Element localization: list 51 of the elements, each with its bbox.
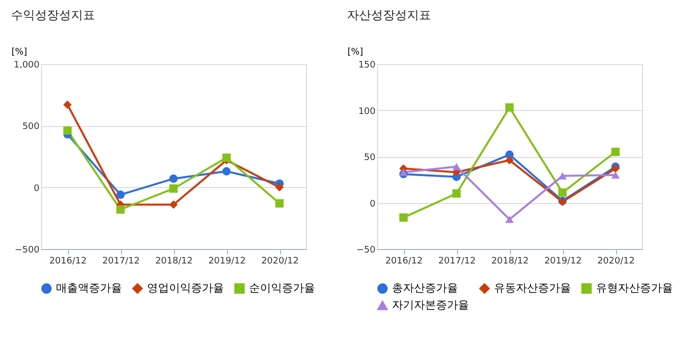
point <box>169 174 178 183</box>
y-tick-label: 100 <box>358 106 376 117</box>
x-tick-label: 2016/12 <box>385 256 423 266</box>
legend-label: 영업이익증가율 <box>147 282 224 295</box>
y-tick-label: 50 <box>364 153 376 163</box>
point <box>558 188 567 197</box>
x-tick-label: 2017/12 <box>438 256 476 266</box>
point <box>452 163 461 170</box>
x-tick-label: 2019/12 <box>208 256 246 266</box>
y-tick-label: 0 <box>34 184 40 194</box>
point <box>505 156 514 164</box>
point <box>611 148 620 156</box>
point <box>116 205 125 214</box>
y-axis-title: [%] <box>348 48 364 58</box>
y-tick-label: 150 <box>358 60 376 70</box>
point <box>63 126 72 135</box>
y-tick-label: −500 <box>14 246 40 256</box>
point <box>505 103 514 112</box>
legend-label: 자기자본증가율 <box>392 298 469 312</box>
y-axis-title: [%] <box>12 48 28 58</box>
point <box>116 190 125 199</box>
point <box>275 183 284 192</box>
point <box>505 216 514 224</box>
point <box>399 213 408 222</box>
x-tick-label: 2020/12 <box>597 256 635 266</box>
x-tick-label: 2018/12 <box>491 256 529 266</box>
y-tick-label: 1,000 <box>14 60 40 70</box>
chart-title: 자산성장성지표 <box>347 8 431 22</box>
point <box>222 154 231 162</box>
point <box>611 171 620 179</box>
x-tick-label: 2020/12 <box>261 256 299 266</box>
x-tick-label: 2016/12 <box>49 256 87 266</box>
point <box>63 100 72 109</box>
point <box>222 167 231 176</box>
legend-label: 유동자산증가율 <box>494 282 571 295</box>
x-tick-label: 2019/12 <box>544 256 582 266</box>
chart-title: 수익성장성지표 <box>11 8 95 22</box>
legend-label: 총자산증가율 <box>392 282 458 295</box>
point <box>399 168 408 176</box>
point <box>275 199 284 208</box>
legend-label: 매출액증가율 <box>56 282 122 295</box>
y-tick-label: −50 <box>356 246 376 256</box>
point <box>169 200 178 209</box>
legend-label: 유형자산증가율 <box>596 282 673 295</box>
x-tick-label: 2018/12 <box>155 256 193 266</box>
point <box>452 189 461 198</box>
y-tick-label: 0 <box>370 199 376 210</box>
y-tick-label: 500 <box>22 122 40 132</box>
point <box>169 184 178 193</box>
x-tick-label: 2017/12 <box>102 256 140 266</box>
legend-label: 순이익증가율 <box>249 282 315 295</box>
